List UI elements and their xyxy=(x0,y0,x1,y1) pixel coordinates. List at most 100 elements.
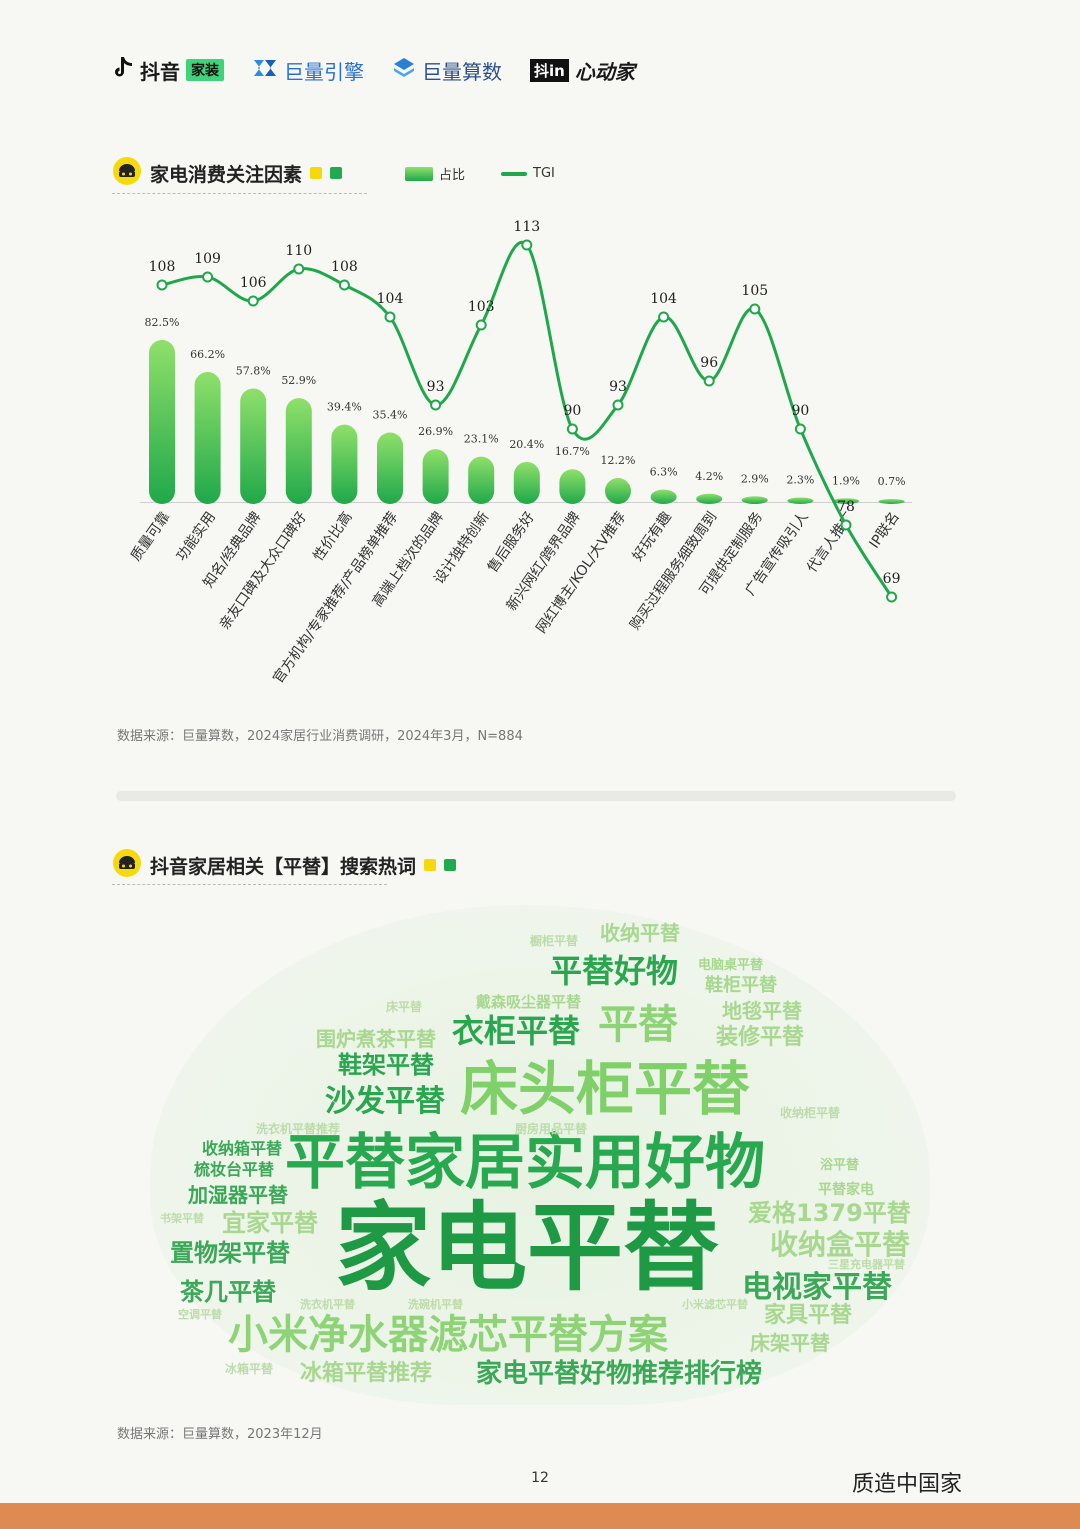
category-label-1: 功能实用 xyxy=(174,509,219,564)
yellow-square-icon xyxy=(424,859,437,871)
hotword-5: 衣柜平替 xyxy=(452,1012,581,1050)
green-square-icon xyxy=(444,859,457,871)
hotword-24: 家具平替 xyxy=(764,1303,853,1328)
tiktok-note-icon xyxy=(112,56,134,85)
bar-label-13: 2.9% xyxy=(741,472,769,485)
tgi-point-4 xyxy=(338,279,350,291)
section1-title-text: 家电消费关注因素 xyxy=(150,163,303,186)
hotword-19: 收纳箱平替 xyxy=(202,1139,283,1158)
bar-label-0: 82.5% xyxy=(145,316,180,329)
logo-badge: 家装 xyxy=(186,59,224,81)
bar-10 xyxy=(605,478,631,504)
section2-title-text: 抖音家居相关【平替】搜索热词 xyxy=(150,855,417,878)
chart-legend: 占比 TGI xyxy=(405,164,555,183)
logo-douyin-jiazhuang: 抖音 家装 xyxy=(112,56,224,85)
tgi-point-10 xyxy=(612,399,624,411)
bar-label-10: 12.2% xyxy=(601,454,636,467)
hotword-28: 电脑桌平替 xyxy=(698,958,764,973)
hotword-36: 三星充电器平替 xyxy=(828,1258,905,1271)
section2-source: 数据来源：巨量算数，2023年12月 xyxy=(117,1427,323,1442)
tgi-label-13: 105 xyxy=(741,283,768,299)
tgi-point-5 xyxy=(384,311,396,323)
tgi-label-14: 90 xyxy=(791,403,809,419)
hotword-2: 床头柜平替 xyxy=(460,1055,751,1123)
tgi-point-3 xyxy=(293,263,305,275)
cloud-shape xyxy=(150,905,930,1405)
robot-mascot-icon xyxy=(112,156,142,190)
juliang-suanshu-icon xyxy=(392,56,416,85)
page-number: 12 xyxy=(531,1470,549,1486)
tgi-point-12 xyxy=(703,375,715,387)
logo-text: 巨量引擎 xyxy=(284,59,364,84)
hotword-17: 加湿器平替 xyxy=(188,1183,288,1207)
legend-bar: 占比 xyxy=(405,164,465,183)
legend-bar-swatch xyxy=(405,166,433,181)
section1-underline xyxy=(112,193,367,194)
bar-label-16: 0.7% xyxy=(878,475,906,488)
bar-8 xyxy=(513,461,540,504)
category-label-11: 好玩有趣 xyxy=(630,509,675,564)
logo-xindongjia: 抖in 心动家 xyxy=(530,56,635,85)
hotword-4: 平替 xyxy=(598,1002,678,1048)
tgi-point-2 xyxy=(247,295,259,307)
logo-juliang-suanshu: 巨量算数 xyxy=(392,56,502,85)
category-label-3: 亲友口碑及大众口碑好 xyxy=(217,509,310,633)
tgi-point-7 xyxy=(475,319,487,331)
hotword-25: 床架平替 xyxy=(750,1331,830,1355)
tgi-label-16: 69 xyxy=(883,571,901,587)
hotword-32: 床平替 xyxy=(386,1000,423,1014)
tgi-label-15: 78 xyxy=(837,499,855,515)
hotword-10: 收纳盒平替 xyxy=(770,1228,911,1261)
section2-title: 抖音家居相关【平替】搜索热词 xyxy=(112,848,457,882)
bar-label-3: 52.9% xyxy=(281,374,316,387)
tgi-label-6: 93 xyxy=(427,379,445,395)
category-label-0: 质量可靠 xyxy=(128,509,173,564)
hotword-7: 沙发平替 xyxy=(325,1084,445,1119)
hotword-16: 宜家平替 xyxy=(222,1209,318,1237)
bar-13 xyxy=(741,496,768,504)
category-label-16: IP联名 xyxy=(866,509,902,551)
category-label-10: 网红博主/KOL/大V推荐 xyxy=(533,509,630,637)
hotword-37: 小米滤芯平替 xyxy=(682,1298,748,1311)
section2-underline xyxy=(112,884,387,885)
logo-text: 抖音 xyxy=(140,59,180,84)
tgi-label-2: 106 xyxy=(240,275,267,291)
bar-11 xyxy=(650,489,677,504)
hotword-30: 浴平替 xyxy=(820,1158,860,1173)
legend-bar-label: 占比 xyxy=(439,168,466,183)
bar-7 xyxy=(468,456,495,504)
bar-label-14: 2.3% xyxy=(786,473,814,486)
logo-juliang-engine: 巨量引擎 xyxy=(252,56,364,85)
hotword-1: 平替家居实用好物 xyxy=(285,1128,765,1198)
hotword-21: 地毯平替 xyxy=(722,999,802,1023)
tgi-label-8: 113 xyxy=(513,219,540,235)
yellow-square-icon xyxy=(310,167,323,179)
tgi-label-11: 104 xyxy=(650,291,677,307)
brand-logo: 质造中国家 xyxy=(851,1472,962,1497)
logo-boxed-text: 抖in xyxy=(530,58,569,82)
bar-label-8: 20.4% xyxy=(509,438,544,451)
category-label-12: 购买过程服务细致周到 xyxy=(627,509,720,633)
hotword-18: 梳妆台平替 xyxy=(194,1160,275,1179)
robot-mascot-icon xyxy=(112,848,142,882)
tgi-label-3: 110 xyxy=(285,243,312,259)
footer-bar xyxy=(0,1503,1080,1529)
search-hotword-cloud: 家电平替 平替家居实用好物 床头柜平替 小米净水器滤芯平替方案 平替 衣柜平替 平替好物 沙发… xyxy=(150,905,930,1405)
hotword-27: 戴森吸尘器平替 xyxy=(476,993,582,1011)
tgi-label-10: 93 xyxy=(609,379,627,395)
category-label-4: 性价比高 xyxy=(310,509,356,565)
bar-5 xyxy=(377,432,403,504)
hotword-39: 空调平替 xyxy=(178,1308,222,1321)
bar-label-9: 16.7% xyxy=(555,445,590,458)
hotword-38: 洗碗机平替 xyxy=(408,1298,463,1311)
bar-label-5: 35.4% xyxy=(373,408,408,421)
bar-label-12: 4.2% xyxy=(695,470,723,483)
hotword-22: 鞋柜平替 xyxy=(705,975,777,996)
header-logos: 抖音 家装 巨量引擎 巨量算数 抖in 心动家 xyxy=(112,50,635,90)
bar-label-1: 66.2% xyxy=(190,348,225,361)
hotword-12: 家电平替好物推荐排行榜 xyxy=(476,1359,763,1389)
bar-label-15: 1.9% xyxy=(832,474,860,487)
bar-9 xyxy=(559,469,586,504)
tgi-line xyxy=(161,240,893,598)
hotword-34: 厨房用品平替 xyxy=(515,1122,588,1136)
